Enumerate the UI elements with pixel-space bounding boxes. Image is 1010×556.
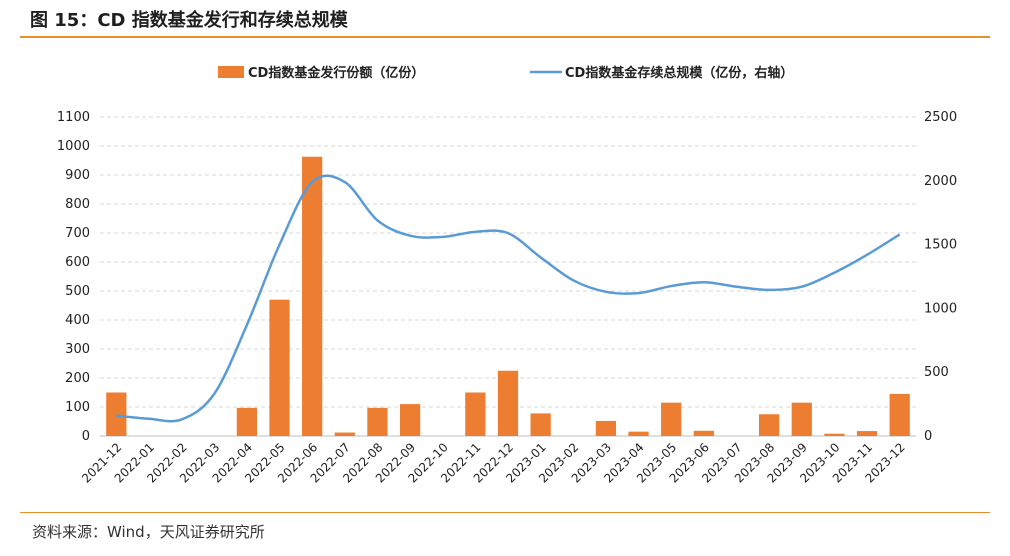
source-note: 资料来源：Wind，天风证券研究所 xyxy=(32,523,265,541)
bar xyxy=(628,431,649,436)
bar xyxy=(269,299,290,436)
left-tick-label: 900 xyxy=(65,168,90,183)
bar xyxy=(889,393,910,436)
line-series xyxy=(116,174,901,423)
bar xyxy=(759,414,780,436)
figure-title: 图 15：CD 指数基金发行和存续总规模 xyxy=(30,10,348,31)
left-tick-label: 1000 xyxy=(57,139,90,154)
left-tick-label: 800 xyxy=(65,197,90,212)
legend-bar-swatch xyxy=(218,66,244,78)
legend: CD指数基金发行份额（亿份） CD指数基金存续总规模（亿份，右轴） xyxy=(218,65,793,81)
left-tick-label: 100 xyxy=(65,400,90,415)
left-tick-label: 400 xyxy=(65,313,90,328)
bar xyxy=(367,407,388,436)
grid-lines xyxy=(100,116,916,408)
right-tick-label: 0 xyxy=(924,429,932,444)
right-tick-label: 2000 xyxy=(924,174,957,189)
bar xyxy=(334,432,355,436)
bar xyxy=(302,156,323,436)
right-tick-label: 2500 xyxy=(924,110,957,125)
right-tick-label: 500 xyxy=(924,365,949,380)
bar xyxy=(693,430,714,436)
bar xyxy=(497,370,519,436)
right-axis-ticks: 0 500 1000 1500 2000 2500 xyxy=(924,110,957,444)
bar xyxy=(661,402,682,436)
left-tick-label: 1100 xyxy=(57,110,90,125)
legend-line-label: CD指数基金存续总规模（亿份，右轴） xyxy=(565,65,793,81)
x-axis-ticks: 2021-122022-012022-022022-032022-042022-… xyxy=(79,440,908,485)
left-tick-label: 0 xyxy=(82,429,90,444)
bar xyxy=(791,402,812,436)
bar xyxy=(595,420,617,436)
bar xyxy=(399,404,421,436)
top-rule xyxy=(20,36,990,38)
left-tick-label: 500 xyxy=(65,284,90,299)
left-axis-ticks: 0 100 200 300 400 500 600 700 800 900 1000 1100 xyxy=(57,110,90,444)
bar xyxy=(856,431,878,436)
right-tick-label: 1500 xyxy=(924,238,957,253)
bar xyxy=(106,392,127,436)
right-tick-label: 1000 xyxy=(924,301,957,316)
left-tick-label: 600 xyxy=(65,255,90,270)
legend-bar-label: CD指数基金发行份额（亿份） xyxy=(248,65,424,81)
bar xyxy=(465,392,486,436)
bar xyxy=(824,433,845,436)
bar xyxy=(236,407,257,436)
left-tick-label: 700 xyxy=(65,226,90,241)
bar-series xyxy=(106,156,910,436)
bar xyxy=(530,413,551,436)
left-tick-label: 300 xyxy=(65,342,90,357)
left-tick-label: 200 xyxy=(65,371,90,386)
chart: 0 100 200 300 400 500 600 700 800 900 1000 1100 0 50… xyxy=(57,65,957,486)
bottom-rule xyxy=(20,512,990,513)
